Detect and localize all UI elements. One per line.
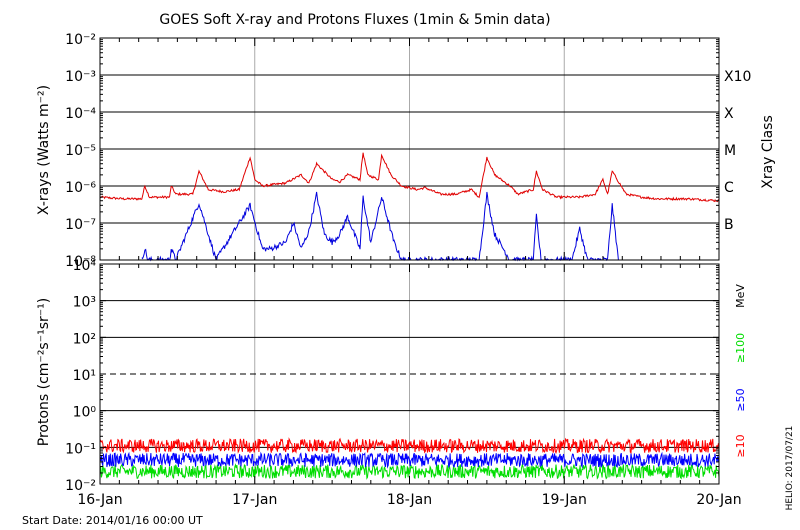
xray-y-tick-label: 10⁻⁴: [65, 106, 96, 122]
proton-y-axis-label: Protons (cm⁻²s⁻¹sr⁻¹): [36, 298, 52, 447]
proton-energy-label: ≥100: [734, 333, 747, 363]
xray-y-tick-label: 10⁻⁵: [65, 143, 96, 159]
proton-y-tick-label: 10¹: [73, 368, 96, 384]
xray-panel-grid: [100, 38, 719, 260]
axis-ticks: 10⁻⁸ 10⁻⁷ 10⁻⁶ 10⁻⁵ 10⁻⁴ 10⁻³ 10⁻² 10⁻² 10⁻¹ 10⁰ 1…: [65, 32, 741, 508]
xray-class-label: C: [724, 180, 734, 196]
xray-y-tick-label: 10⁻⁸: [65, 254, 96, 270]
xray-class-label: X10: [724, 69, 751, 85]
xray-class-label: X: [724, 106, 734, 122]
proton-y-tick-label: 10⁻²: [65, 478, 96, 494]
xray-y-tick-label: 10⁻³: [65, 69, 96, 85]
proton-series-line: [99, 462, 720, 480]
xray-class-label: B: [724, 217, 734, 233]
xray-short-channel-line: [141, 191, 619, 262]
x-tick-label: 16-Jan: [77, 492, 122, 508]
proton-y-tick-label: 10³: [73, 295, 96, 311]
x-tick-label: 18-Jan: [387, 492, 432, 508]
proton-series-line: [99, 451, 720, 469]
proton-energy-unit: MeV: [734, 284, 747, 308]
proton-energy-label: ≥10: [734, 434, 747, 457]
chart-title: GOES Soft X-ray and Protons Fluxes (1min…: [159, 12, 550, 28]
proton-y-tick-label: 10⁰: [73, 405, 97, 421]
xray-y-tick-label: 10⁻⁶: [65, 180, 96, 196]
proton-series-line: [99, 437, 720, 454]
xray-series-group: [99, 152, 720, 262]
start-date-label: Start Date: 2014/01/16 00:00 UT: [22, 514, 203, 527]
proton-y-tick-label: 10²: [73, 331, 96, 347]
xray-class-label: M: [724, 143, 736, 159]
proton-y-tick-label: 10⁻¹: [65, 441, 96, 457]
proton-energy-labels: ≥10 ≥50 ≥100: [734, 333, 747, 458]
xray-y-tick-label: 10⁻²: [65, 32, 96, 48]
xray-y-axis-label: X-rays (Watts m⁻²): [36, 85, 52, 215]
proton-y-tick-label: 10⁴: [73, 258, 97, 274]
xray-class-labels: B C M X X10: [724, 69, 751, 233]
credit-label: HELIO: 2017/07/21: [785, 426, 795, 511]
xray-long-channel-line: [99, 152, 720, 203]
xray-y-tick-label: 10⁻⁷: [65, 217, 96, 233]
x-tick-label: 19-Jan: [542, 492, 587, 508]
proton-energy-label: ≥50: [734, 388, 747, 411]
x-tick-label: 17-Jan: [232, 492, 277, 508]
proton-series-group: [99, 437, 720, 480]
xray-class-axis-label: Xray Class: [760, 115, 776, 189]
proton-panel-grid: [100, 264, 719, 484]
x-tick-label: 20-Jan: [696, 492, 741, 508]
